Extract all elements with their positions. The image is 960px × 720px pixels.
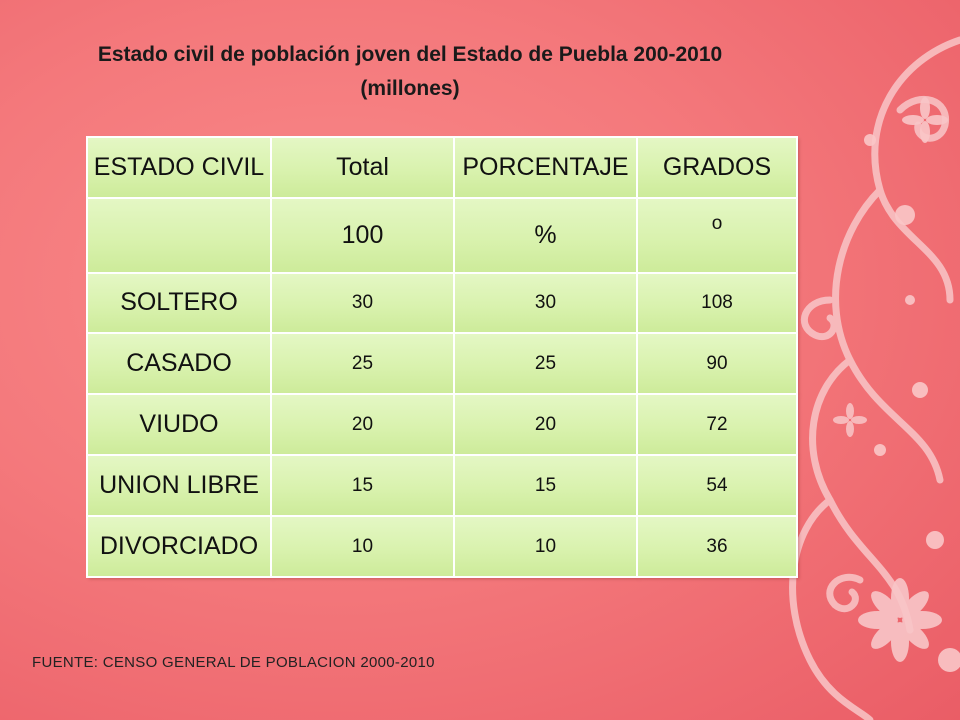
units-cell-empty (86, 196, 272, 274)
header-porcentaje: PORCENTAJE (453, 136, 638, 199)
table-row: VIUDO 20 20 72 (86, 393, 798, 457)
title-line-1: Estado civil de población joven del Esta… (97, 43, 723, 66)
table-row: DIVORCIADO 10 10 36 (86, 515, 798, 578)
table-header-row: ESTADO CIVIL Total PORCENTAJE GRADOS (86, 136, 798, 199)
units-cell-degrees: o (636, 196, 798, 274)
cell-grados: 54 (636, 454, 798, 518)
cell-total: 10 (270, 515, 455, 578)
row-label: DIVORCIADO (86, 515, 272, 578)
row-label: UNION LIBRE (86, 454, 272, 518)
cell-grados: 36 (636, 515, 798, 578)
title-line-2: (millones) (360, 77, 460, 100)
cell-total: 20 (270, 393, 455, 457)
header-total: Total (270, 136, 455, 199)
cell-porcentaje: 30 (453, 271, 638, 335)
cell-porcentaje: 25 (453, 332, 638, 396)
page-title: Estado civil de población joven del Esta… (20, 38, 800, 106)
cell-grados: 108 (636, 271, 798, 335)
cell-grados: 90 (636, 332, 798, 396)
cell-total: 30 (270, 271, 455, 335)
data-table: ESTADO CIVIL Total PORCENTAJE GRADOS 100… (86, 136, 798, 578)
cell-porcentaje: 15 (453, 454, 638, 518)
header-grados: GRADOS (636, 136, 798, 199)
units-cell-percent: % (453, 196, 638, 274)
cell-porcentaje: 20 (453, 393, 638, 457)
cell-total: 25 (270, 332, 455, 396)
table-row: UNION LIBRE 15 15 54 (86, 454, 798, 518)
table-row: SOLTERO 30 30 108 (86, 271, 798, 335)
cell-total: 15 (270, 454, 455, 518)
header-estado-civil: ESTADO CIVIL (86, 136, 272, 199)
cell-porcentaje: 10 (453, 515, 638, 578)
table-row: CASADO 25 25 90 (86, 332, 798, 396)
row-label: CASADO (86, 332, 272, 396)
cell-grados: 72 (636, 393, 798, 457)
units-cell-total: 100 (270, 196, 455, 274)
table-units-row: 100 % o (86, 196, 798, 274)
source-note: FUENTE: CENSO GENERAL DE POBLACION 2000-… (32, 654, 435, 671)
row-label: SOLTERO (86, 271, 272, 335)
row-label: VIUDO (86, 393, 272, 457)
data-table-container: ESTADO CIVIL Total PORCENTAJE GRADOS 100… (86, 136, 798, 578)
